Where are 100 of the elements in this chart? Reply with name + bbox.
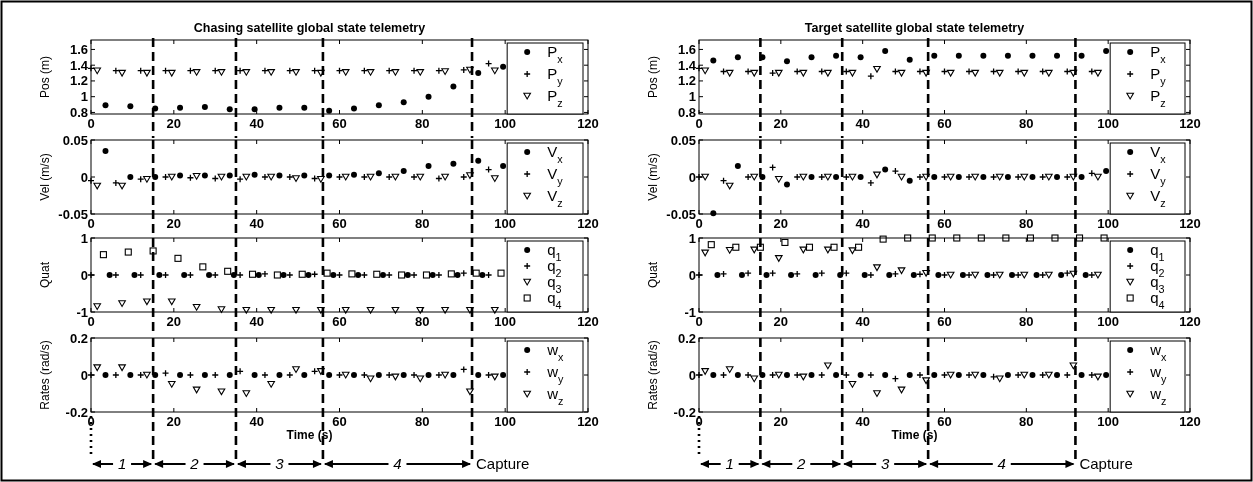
x-tick-label: 120 — [577, 414, 599, 429]
x-tick-label: 60 — [937, 314, 952, 329]
point — [1029, 52, 1036, 59]
x-tick-label: 40 — [855, 216, 870, 231]
point — [167, 381, 176, 388]
point — [441, 371, 449, 379]
y-tick-label: -0.05 — [58, 206, 88, 222]
point — [276, 372, 283, 378]
x-tick-label: 100 — [494, 414, 517, 429]
point — [824, 246, 832, 254]
point — [118, 69, 126, 77]
legend-label: w$_{y}$ — [1149, 363, 1168, 385]
x-tick-label: 100 — [1097, 414, 1120, 429]
point — [251, 106, 258, 113]
x-tick-label: 40 — [855, 116, 870, 131]
point — [267, 173, 276, 181]
point — [1094, 271, 1102, 279]
point — [248, 270, 257, 278]
point — [861, 272, 868, 278]
x-tick-label: 120 — [577, 314, 599, 329]
point — [192, 173, 201, 180]
point — [808, 54, 815, 61]
point — [910, 272, 917, 278]
y-tick-label: -0.05 — [666, 206, 696, 222]
point — [1058, 272, 1065, 278]
y-tick-label: 1.4 — [677, 57, 697, 73]
point — [127, 103, 134, 110]
point — [1004, 174, 1011, 180]
legend-label: P$_{x}$ — [1150, 43, 1167, 65]
point — [217, 173, 226, 181]
point — [391, 69, 400, 76]
point — [441, 306, 449, 314]
point — [224, 267, 232, 275]
point — [725, 366, 734, 373]
x-tick-label: 120 — [1179, 314, 1201, 329]
point — [226, 106, 233, 113]
legend-label: V$_{y}$ — [547, 165, 564, 187]
y-tick-label: 0 — [80, 367, 88, 383]
x-tick-label: 20 — [773, 414, 789, 429]
point — [750, 246, 759, 254]
point — [1078, 372, 1085, 378]
point — [759, 174, 766, 180]
point — [341, 173, 350, 181]
point — [824, 362, 832, 370]
point — [946, 271, 955, 279]
point — [799, 246, 808, 254]
point — [355, 272, 362, 278]
point — [1094, 69, 1102, 77]
point — [955, 174, 962, 180]
point — [201, 172, 208, 179]
x-tick-label: 120 — [1179, 414, 1201, 429]
point — [267, 306, 276, 314]
point — [201, 103, 208, 110]
point — [255, 272, 262, 278]
point — [177, 172, 184, 179]
y-tick-label: 1.6 — [677, 41, 696, 57]
point — [143, 371, 151, 379]
point — [301, 172, 308, 179]
y-tick-label: -1 — [76, 304, 88, 320]
x-tick-label: 60 — [937, 414, 952, 429]
legend-label: P$_{x}$ — [547, 43, 564, 65]
point — [783, 181, 790, 188]
y-tick-label: 0.2 — [677, 330, 696, 346]
y-tick-label: 0.2 — [69, 330, 88, 346]
x-tick-label: 60 — [332, 314, 347, 329]
x-axis-title: Time (s) — [286, 428, 333, 442]
text: 4 — [997, 455, 1006, 472]
text: 1 — [117, 455, 127, 472]
point — [734, 54, 741, 61]
point — [479, 272, 486, 278]
point — [326, 372, 333, 378]
point — [366, 375, 375, 383]
point — [781, 238, 789, 246]
point — [450, 160, 457, 167]
point — [995, 173, 1004, 181]
point — [873, 65, 881, 73]
point — [217, 69, 226, 76]
point — [946, 69, 955, 77]
point — [152, 174, 159, 180]
point — [922, 173, 930, 181]
legend-label: P$_{z}$ — [1150, 87, 1166, 109]
point — [177, 104, 184, 111]
y-axis-title: Quat — [38, 261, 52, 289]
point — [167, 69, 176, 77]
point — [833, 52, 840, 59]
point — [1054, 52, 1061, 59]
point — [955, 52, 962, 59]
point — [710, 57, 717, 64]
point — [375, 372, 382, 378]
chart-title: Target satellite global state telemetry — [804, 21, 1025, 35]
point — [1020, 173, 1029, 181]
legend-label: P$_{z}$ — [547, 87, 563, 109]
point — [959, 272, 966, 278]
point — [1029, 174, 1036, 180]
point — [1020, 271, 1029, 279]
x-tick-label: 80 — [415, 414, 430, 429]
point — [1044, 173, 1053, 181]
point — [848, 381, 857, 388]
point — [124, 248, 132, 256]
point — [273, 271, 281, 279]
